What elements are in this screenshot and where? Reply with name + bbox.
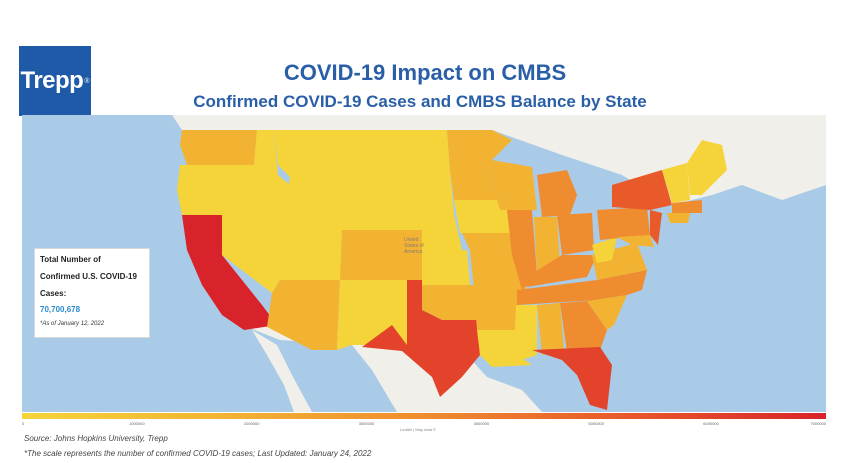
scale-tick: 2000000	[243, 421, 260, 426]
scale-tick: 7000000	[810, 421, 826, 426]
map-attribution[interactable]: Leaflet | Map data ©	[400, 427, 437, 432]
state-montana[interactable]	[274, 130, 372, 177]
state-indiana[interactable]	[534, 217, 560, 273]
logo-registered-mark: ®	[84, 77, 90, 85]
scale-tick: 3000000	[358, 421, 375, 426]
state-kansas[interactable]	[422, 250, 470, 285]
state-south-dakota[interactable]	[372, 170, 454, 215]
scale-tick: 1000000	[129, 421, 145, 426]
baja-peninsula	[252, 330, 312, 412]
scale-tick: 4000000	[473, 421, 490, 426]
state-texas[interactable]	[362, 280, 480, 397]
state-north-dakota[interactable]	[372, 130, 450, 170]
state-utah[interactable]	[280, 215, 342, 280]
state-kentucky[interactable]	[522, 255, 597, 287]
us-covid-map[interactable]: United States of America	[22, 115, 826, 412]
state-idaho[interactable]	[248, 130, 290, 215]
color-scale-bar	[22, 413, 826, 419]
total-label-line2: Confirmed U.S. COVID-19	[40, 272, 137, 281]
canada-landmass	[22, 115, 826, 205]
as-of-date: *As of January 12, 2022	[40, 321, 105, 327]
case-total-box: Total Number of Confirmed U.S. COVID-19 …	[34, 248, 150, 338]
page-title: COVID-19 Impact on CMBS	[283, 60, 567, 85]
scale-ticks: 0 1000000 2000000 3000000 4000000 500000…	[22, 421, 826, 429]
state-wisconsin[interactable]	[492, 160, 537, 210]
state-california[interactable]	[182, 215, 277, 330]
state-mississippi[interactable]	[514, 305, 537, 360]
state-maryland[interactable]	[617, 235, 654, 247]
page-subtitle: Confirmed COVID-19 Cases and CMBS Balanc…	[193, 92, 647, 111]
scale-tick: 5000000	[588, 421, 604, 426]
state-minnesota[interactable]	[447, 130, 512, 200]
state-pennsylvania[interactable]	[597, 207, 650, 240]
state-nevada[interactable]	[222, 215, 284, 293]
state-alabama[interactable]	[537, 303, 564, 355]
total-label-line1: Total Number of	[40, 255, 101, 264]
trepp-logo: Trepp ®	[19, 46, 91, 116]
state-ohio[interactable]	[557, 213, 594, 255]
scale-note: *The scale represents the number of conf…	[24, 449, 372, 458]
total-cases-value: 70,700,678	[40, 305, 81, 314]
state-colorado[interactable]	[340, 230, 422, 280]
state-louisiana[interactable]	[477, 330, 532, 367]
state-maine[interactable]	[687, 140, 727, 195]
state-arizona[interactable]	[267, 280, 340, 350]
state-south-carolina[interactable]	[587, 295, 627, 330]
total-label-line3: Cases:	[40, 289, 67, 298]
state-north-carolina[interactable]	[587, 270, 647, 301]
state-iowa[interactable]	[454, 200, 512, 233]
state-tennessee[interactable]	[517, 280, 607, 305]
state-florida[interactable]	[532, 347, 612, 410]
source-note: Source: Johns Hopkins University, Trepp	[24, 434, 168, 443]
state-nebraska[interactable]	[372, 215, 462, 250]
logo-text: Trepp	[20, 67, 84, 94]
scale-tick: 0	[22, 421, 25, 426]
state-new-york[interactable]	[612, 170, 672, 210]
scale-tick: 6000000	[703, 421, 719, 426]
state-west-virginia[interactable]	[592, 237, 617, 263]
map-country-label: United States of America	[404, 237, 425, 255]
state-new-jersey[interactable]	[650, 210, 662, 245]
state-vermont-nh[interactable]	[662, 163, 690, 203]
state-illinois[interactable]	[507, 210, 537, 290]
state-washington[interactable]	[180, 130, 257, 165]
state-arkansas[interactable]	[474, 290, 520, 330]
state-georgia[interactable]	[560, 301, 607, 352]
state-connecticut[interactable]	[667, 213, 690, 223]
state-oregon[interactable]	[177, 165, 254, 215]
state-massachusetts[interactable]	[672, 200, 702, 213]
state-missouri[interactable]	[462, 233, 527, 290]
map-svg: United States of America	[22, 115, 826, 412]
state-michigan[interactable]	[537, 170, 577, 217]
mexico-landmass	[242, 325, 542, 412]
